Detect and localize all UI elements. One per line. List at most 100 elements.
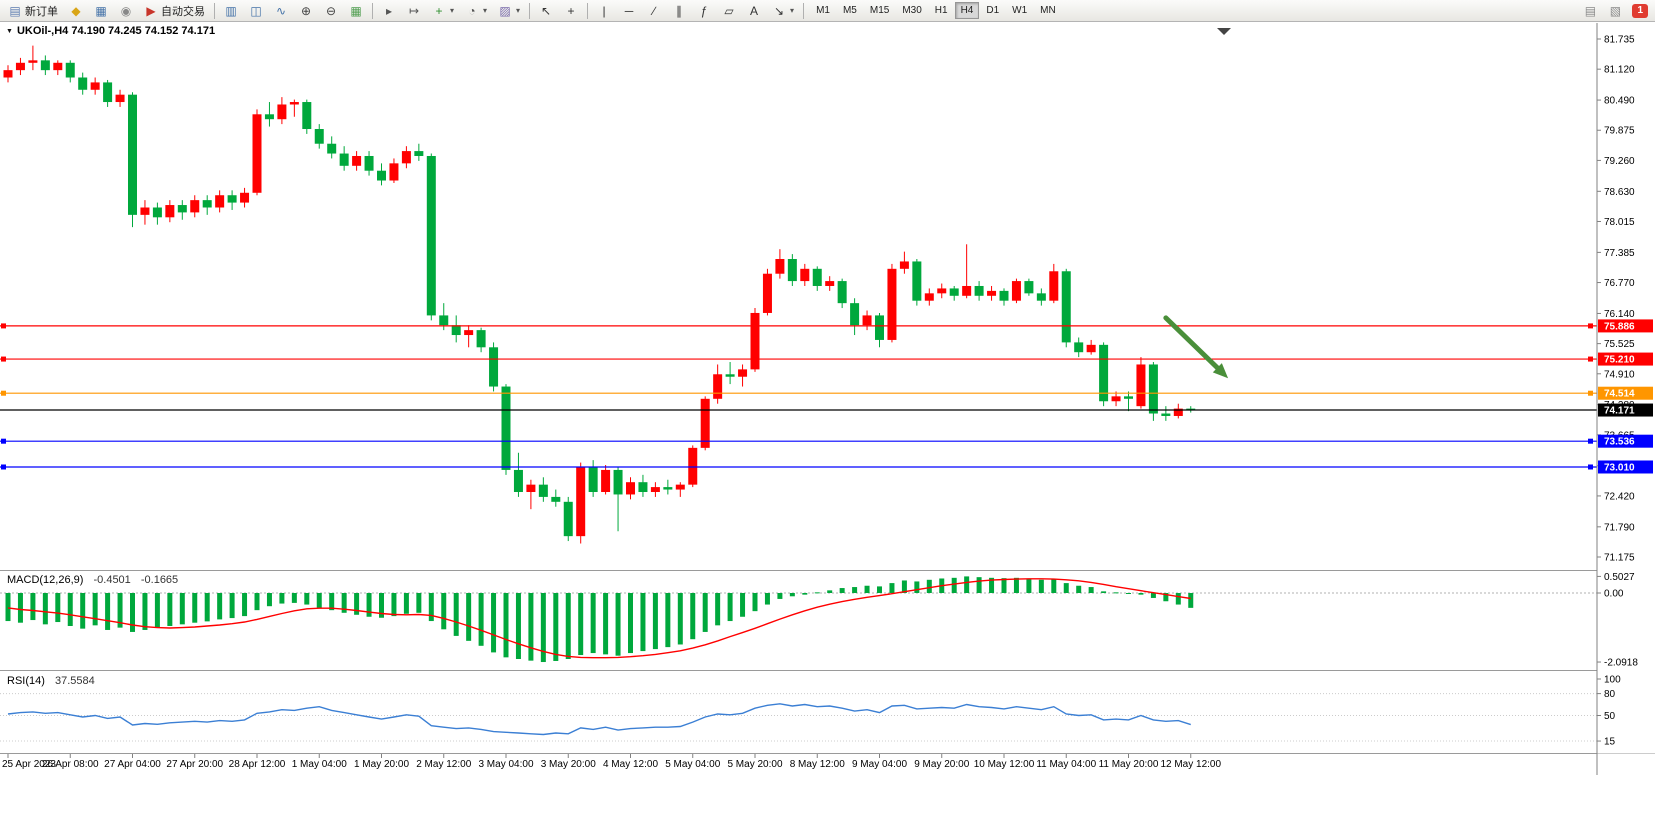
svg-text:76.140: 76.140 <box>1604 309 1635 320</box>
line-chart-icon[interactable]: ∿ <box>269 1 293 20</box>
timeframe-M1[interactable]: M1 <box>810 2 836 19</box>
arrows-tool-icon[interactable]: ↘ ▾ <box>767 1 799 20</box>
periods-icon[interactable]: ◔ ▾ <box>460 1 492 20</box>
timeframe-MN[interactable]: MN <box>1034 2 1062 19</box>
toolbar-separator <box>529 2 531 19</box>
timeframe-H4[interactable]: H4 <box>954 2 980 19</box>
channel-icon[interactable]: ∥ <box>667 1 691 20</box>
autotrading-button[interactable]: ▶ 自动交易 <box>139 1 210 20</box>
svg-text:4 May 12:00: 4 May 12:00 <box>603 759 658 770</box>
chart-shift-icon[interactable]: ↦ <box>402 1 426 20</box>
svg-text:78.015: 78.015 <box>1604 217 1635 228</box>
dropdown-caret-icon: ▾ <box>790 6 795 15</box>
docs-icon[interactable]: ▤ <box>1578 1 1602 20</box>
svg-text:5 May 20:00: 5 May 20:00 <box>727 759 782 770</box>
docs-icon: ▤ <box>1584 3 1597 18</box>
zoom-in-icon[interactable]: ⊕ <box>294 1 318 20</box>
timeframe-D1[interactable]: D1 <box>980 2 1005 19</box>
market-watch-icon[interactable]: ▦ <box>89 1 113 20</box>
templates-icon[interactable]: ▨ ▾ <box>493 1 525 20</box>
community-icon[interactable]: ▧ <box>1603 1 1627 20</box>
svg-text:5 May 04:00: 5 May 04:00 <box>665 759 720 770</box>
line-chart-icon: ∿ <box>275 3 287 18</box>
timeframe-toolbar: M1 M5 M15 M30 H1 H4 D1 W1 MN <box>810 2 1062 19</box>
zoom-out-icon[interactable]: ⊖ <box>319 1 343 20</box>
price-badge-73.536: 73.536 <box>1598 434 1653 448</box>
chart-shift-marker[interactable] <box>1217 28 1231 35</box>
horizontal-line-icon[interactable]: ─ <box>617 1 641 20</box>
svg-text:26 Apr 08:00: 26 Apr 08:00 <box>42 759 99 770</box>
crosshair-icon[interactable]: + <box>559 1 583 20</box>
bar-chart-icon[interactable]: ▥ <box>219 1 243 20</box>
hline-73.010[interactable] <box>0 464 1597 470</box>
svg-text:75.525: 75.525 <box>1604 339 1635 350</box>
vertical-line-icon[interactable]: | <box>592 1 616 20</box>
new-order-button[interactable]: ▤ 新订单 <box>3 1 63 20</box>
dropdown-caret-icon: ▾ <box>483 6 488 15</box>
rsi-value: 37.5584 <box>54 675 95 687</box>
notification-badge[interactable]: 1 <box>1632 3 1648 18</box>
svg-text:79.260: 79.260 <box>1604 156 1635 167</box>
fibonacci-icon[interactable]: ƒ <box>692 1 716 20</box>
svg-text:79.875: 79.875 <box>1604 126 1635 137</box>
timeframe-M15[interactable]: M15 <box>864 2 895 19</box>
candlestick-chart-icon[interactable]: ◫ <box>244 1 268 20</box>
svg-text:77.385: 77.385 <box>1604 248 1635 259</box>
timeframe-H1[interactable]: H1 <box>929 2 954 19</box>
timeframe-W1[interactable]: W1 <box>1006 2 1033 19</box>
trend-arrow-annotation[interactable] <box>1163 315 1229 379</box>
trendline-icon[interactable]: ∕ <box>642 1 666 20</box>
fibonacci-icon: ƒ <box>700 3 708 18</box>
tile-windows-icon[interactable]: ▦ <box>344 1 368 20</box>
svg-text:3 May 20:00: 3 May 20:00 <box>541 759 596 770</box>
price-badge-73.010: 73.010 <box>1598 460 1653 474</box>
hline-74.514[interactable] <box>0 390 1597 396</box>
price-badge-75.210: 75.210 <box>1598 352 1653 366</box>
zoom-in-icon: ⊕ <box>300 3 312 18</box>
new-order-button-label: 新订单 <box>25 5 58 18</box>
tile-windows-icon: ▦ <box>350 3 362 18</box>
chart-shift-icon: ↦ <box>408 3 420 18</box>
cursor-icon: ↖ <box>541 3 552 18</box>
auto-scroll-icon[interactable]: ▸ <box>377 1 401 20</box>
market-watch-icon: ▦ <box>95 3 107 18</box>
macd-header: MACD(12,26,9) -0.4501 -0.1665 <box>7 574 178 586</box>
timeframe-M30[interactable]: M30 <box>896 2 927 19</box>
navigator-icon[interactable]: ◉ <box>114 1 138 20</box>
trendline-icon: ∕ <box>653 3 656 18</box>
timeframe-M5[interactable]: M5 <box>837 2 863 19</box>
svg-text:-2.0918: -2.0918 <box>1604 658 1638 669</box>
crosshair-icon: + <box>567 3 575 18</box>
macd-signal-line <box>7 578 1191 659</box>
text-icon[interactable]: A <box>742 1 766 20</box>
price-badge-74.514: 74.514 <box>1598 386 1653 400</box>
svg-text:73.010: 73.010 <box>1604 462 1635 473</box>
hline-73.536[interactable] <box>0 438 1597 444</box>
svg-text:2 May 12:00: 2 May 12:00 <box>416 759 471 770</box>
cursor-icon[interactable]: ↖ <box>534 1 558 20</box>
hline-75.886[interactable] <box>0 323 1597 329</box>
rsi-line <box>7 703 1191 736</box>
community-icon: ▧ <box>1609 3 1622 18</box>
macd-signal-value: -0.1665 <box>140 574 179 586</box>
macd-panel <box>0 576 1597 663</box>
shapes-icon[interactable]: ▱ <box>717 1 741 20</box>
periods-icon: ◔ <box>468 3 476 18</box>
indicators-icon[interactable]: + ▾ <box>427 1 459 20</box>
history-center-icon[interactable]: ◆ <box>64 1 88 20</box>
svg-text:9 May 04:00: 9 May 04:00 <box>852 759 907 770</box>
symbol-ohlc-text: UKOil-,H4 74.190 74.245 74.152 74.171 <box>16 25 216 37</box>
svg-text:75.210: 75.210 <box>1604 355 1635 366</box>
macd-main-value: -0.4501 <box>93 574 131 586</box>
svg-text:11 May 20:00: 11 May 20:00 <box>1099 759 1159 770</box>
symbol-dropdown-icon[interactable]: ▼ <box>6 27 13 35</box>
price-badge-74.171: 74.171 <box>1598 403 1653 417</box>
hline-75.210[interactable] <box>0 356 1597 362</box>
svg-text:73.536: 73.536 <box>1604 437 1635 448</box>
svg-text:15: 15 <box>1604 737 1616 748</box>
svg-text:71.175: 71.175 <box>1604 553 1635 564</box>
dropdown-caret-icon: ▾ <box>516 6 521 15</box>
